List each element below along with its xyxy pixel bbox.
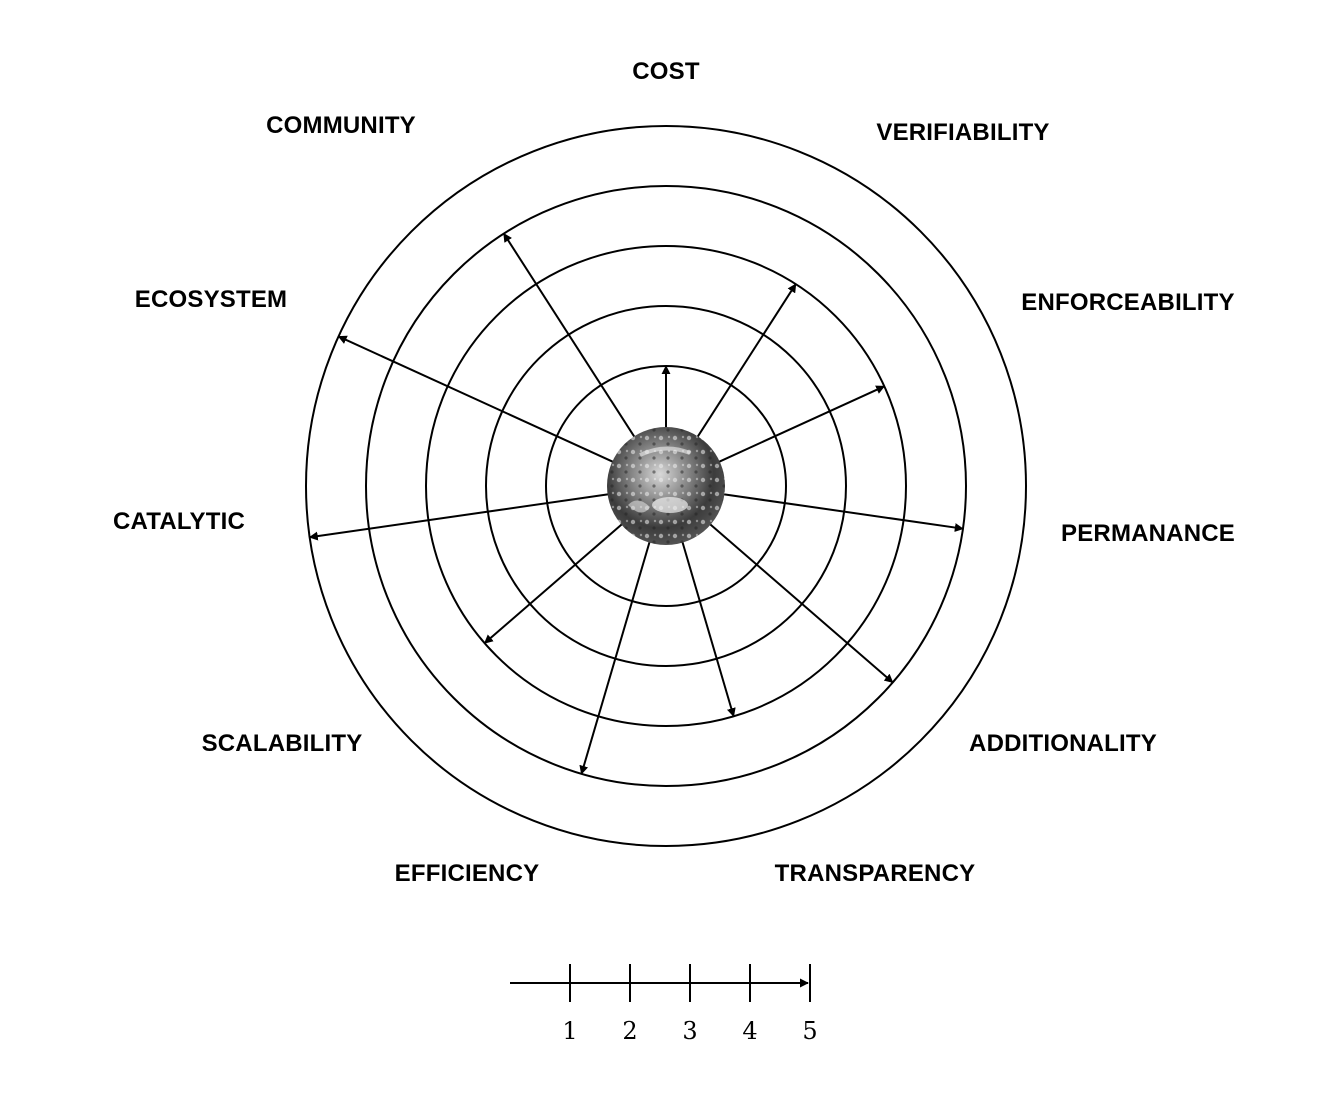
label-transparency: TRANSPARENCY (774, 860, 976, 887)
scale-axis: 1 2 3 4 5 (510, 964, 818, 1045)
label-catalytic: CATALYTIC (112, 508, 246, 535)
scale-tick-label: 2 (622, 1017, 637, 1045)
arrow-scalability (483, 523, 623, 644)
earth-image (607, 427, 725, 545)
arrow-additionality (709, 523, 894, 684)
arrow-community (502, 232, 636, 438)
arrow-catalytic (308, 493, 609, 541)
arrow-enforceability (718, 385, 886, 463)
label-enforceability: ENFORCEABILITY (1021, 289, 1235, 316)
label-additionality: ADDITIONALITY (969, 730, 1157, 757)
ring-5 (305, 125, 1027, 847)
ring-4 (365, 185, 967, 787)
ring-2 (485, 305, 847, 667)
label-verifiability: VERIFIABILITY (876, 119, 1050, 146)
label-scalability: SCALABILITY (201, 730, 363, 757)
ring-3 (425, 245, 907, 727)
label-permanance: PERMANANCE (1060, 520, 1236, 547)
arrow-ecosystem (337, 335, 614, 463)
arrow-verifiability (696, 283, 797, 438)
scale-tick-label: 1 (562, 1017, 577, 1045)
label-community: COMMUNITY (266, 112, 416, 139)
label-efficiency: EFFICIENCY (394, 860, 540, 887)
arrow-efficiency (579, 541, 651, 775)
arrow-transparency (681, 541, 736, 718)
scale-tick-label: 4 (742, 1017, 757, 1045)
scale-tick-label: 3 (682, 1017, 697, 1045)
label-ecosystem: ECOSYSTEM (134, 286, 288, 313)
scale-tick-label: 5 (802, 1017, 817, 1045)
label-cost: COST (632, 58, 700, 85)
arrow-permanance (723, 493, 964, 532)
